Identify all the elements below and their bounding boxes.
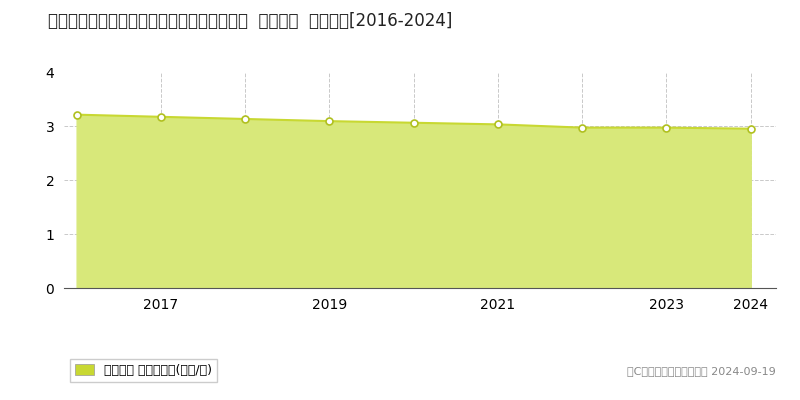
Legend: 基準地価 平均坪単価(万円/坪): 基準地価 平均坪単価(万円/坪)	[70, 359, 217, 382]
Text: 福島県西白河郡泉崎村大字踏瀮字踏瀮３０番  基準地価  地価推移[2016-2024]: 福島県西白河郡泉崎村大字踏瀮字踏瀮３０番 基準地価 地価推移[2016-2024…	[48, 12, 452, 30]
Text: （C）土地価格ドットコム 2024-09-19: （C）土地価格ドットコム 2024-09-19	[627, 366, 776, 376]
